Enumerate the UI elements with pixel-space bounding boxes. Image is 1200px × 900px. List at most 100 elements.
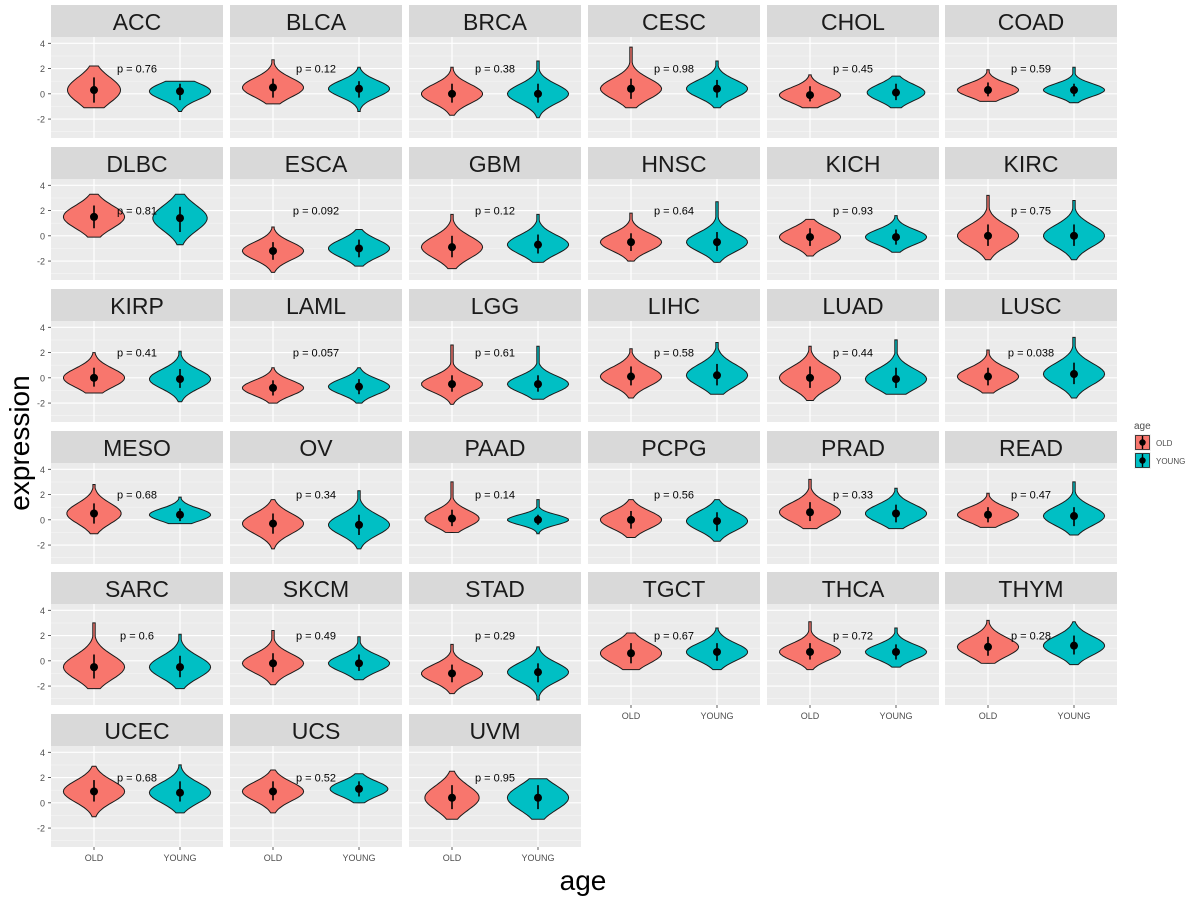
- mean-point-young: [534, 240, 542, 249]
- y-tick-label: 2: [40, 348, 45, 358]
- panel-skcm: SKCM p = 0.49: [230, 572, 402, 705]
- x-tick-label: YOUNG: [163, 853, 196, 863]
- strip-label: DLBC: [106, 151, 167, 177]
- p-value-label: p = 0.12: [475, 205, 515, 217]
- strip: [230, 714, 402, 746]
- p-value-label: p = 0.52: [296, 772, 336, 784]
- panel-hnsc: HNSC p = 0.64: [588, 147, 760, 280]
- strip-label: LUAD: [822, 293, 883, 319]
- strip: [767, 147, 939, 179]
- panel-prad: PRAD p = 0.33: [767, 431, 939, 564]
- strip-label: HNSC: [641, 151, 706, 177]
- strip: [767, 289, 939, 321]
- panel-background: [409, 321, 581, 422]
- strip: [409, 5, 581, 37]
- panel-chol: CHOL p = 0.45: [767, 5, 939, 138]
- mean-point-young: [534, 668, 542, 677]
- x-axis-title: age: [560, 865, 607, 896]
- panel-ov: OV p = 0.34: [230, 431, 402, 564]
- mean-point-young: [534, 793, 542, 802]
- strip: [51, 431, 223, 463]
- y-tick-label: 0: [40, 798, 45, 808]
- y-tick-label: 2: [40, 490, 45, 500]
- p-value-label: p = 0.38: [475, 63, 515, 75]
- mean-point-old: [806, 91, 814, 100]
- strip-label: ACC: [113, 9, 162, 35]
- panel-paad: PAAD p = 0.14: [409, 431, 581, 564]
- y-tick-label: -2: [37, 257, 45, 267]
- legend: age OLD YOUNG: [1134, 421, 1185, 469]
- legend-point: [1139, 439, 1146, 446]
- p-value-label: p = 0.092: [293, 205, 339, 217]
- y-tick-label: -2: [37, 115, 45, 125]
- legend-point: [1139, 457, 1146, 464]
- strip-label: CESC: [642, 9, 706, 35]
- strip: [409, 431, 581, 463]
- panel-blca: BLCA p = 0.12: [230, 5, 402, 138]
- p-value-label: p = 0.34: [296, 489, 336, 501]
- strip: [409, 714, 581, 746]
- panel-pcpg: PCPG p = 0.56: [588, 431, 760, 564]
- p-value-label: p = 0.95: [475, 772, 515, 784]
- y-tick-label: 0: [40, 515, 45, 525]
- mean-point-young: [713, 371, 721, 380]
- strip: [230, 5, 402, 37]
- p-value-label: p = 0.49: [296, 630, 336, 642]
- panel-tgct: TGCT p = 0.67 OLD YOUNG: [588, 572, 760, 721]
- strip-label: KIRP: [110, 293, 164, 319]
- p-value-label: p = 0.61: [475, 347, 515, 359]
- panel-stad: STAD p = 0.29: [409, 572, 581, 705]
- strip: [51, 289, 223, 321]
- mean-point-young: [534, 89, 542, 98]
- p-value-label: p = 0.12: [296, 63, 336, 75]
- y-tick-label: 4: [40, 606, 45, 616]
- mean-point-young: [1070, 641, 1078, 650]
- strip-label: PCPG: [641, 435, 706, 461]
- mean-point-young: [355, 520, 363, 529]
- panel-background: [409, 604, 581, 705]
- x-tick-label: YOUNG: [879, 711, 912, 721]
- mean-point-old: [90, 787, 98, 796]
- mean-point-young: [1070, 512, 1078, 521]
- mean-point-old: [806, 647, 814, 656]
- panel-background: [230, 179, 402, 280]
- strip-label: LUSC: [1000, 293, 1061, 319]
- strip: [588, 147, 760, 179]
- violin-old: [424, 481, 480, 533]
- y-tick-label: 2: [40, 64, 45, 74]
- violin-young: [685, 201, 749, 263]
- mean-point-old: [269, 383, 277, 392]
- mean-point-old: [627, 238, 635, 247]
- strip-label: READ: [999, 435, 1063, 461]
- y-tick-label: 0: [40, 231, 45, 241]
- mean-point-young: [176, 214, 184, 223]
- panel-thym: THYM p = 0.28 OLD YOUNG: [945, 572, 1117, 721]
- strip-label: STAD: [465, 576, 525, 602]
- strip: [767, 572, 939, 604]
- mean-point-young: [355, 784, 363, 793]
- panel-laml: LAML p = 0.057: [230, 289, 402, 422]
- strip-label: MESO: [103, 435, 171, 461]
- p-value-label: p = 0.6: [120, 630, 154, 642]
- mean-point-old: [627, 372, 635, 381]
- mean-point-young: [713, 647, 721, 656]
- mean-point-young: [1070, 370, 1078, 379]
- strip-label: TGCT: [643, 576, 706, 602]
- panel-kirp: KIRP p = 0.41 -2 0 2 4: [37, 289, 223, 422]
- p-value-label: p = 0.72: [833, 630, 873, 642]
- strip-label: LIHC: [648, 293, 700, 319]
- y-tick-label: 4: [40, 39, 45, 49]
- strip: [945, 289, 1117, 321]
- mean-point-young: [355, 84, 363, 93]
- p-value-label: p = 0.44: [833, 347, 873, 359]
- x-tick-label: OLD: [622, 711, 641, 721]
- strip-label: UCEC: [104, 718, 169, 744]
- x-tick-label: YOUNG: [1057, 711, 1090, 721]
- panel-ucec: UCEC p = 0.68 -2 0 2 4 OLD YOUNG: [37, 714, 223, 863]
- y-tick-label: -2: [37, 824, 45, 834]
- panel-sarc: SARC p = 0.6 -2 0 2 4: [37, 572, 223, 705]
- mean-point-old: [627, 515, 635, 524]
- mean-point-young: [892, 509, 900, 518]
- strip-label: THYM: [998, 576, 1063, 602]
- mean-point-old: [448, 89, 456, 98]
